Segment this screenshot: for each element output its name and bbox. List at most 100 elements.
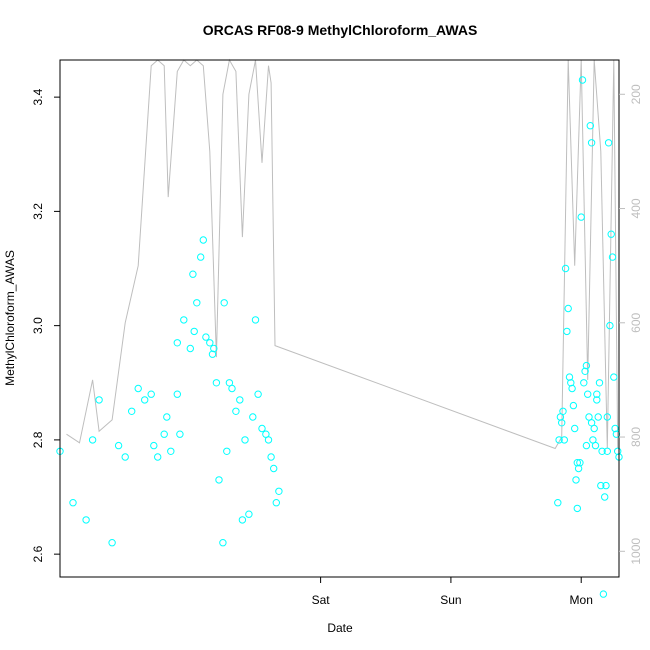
data-point (245, 510, 253, 518)
data-point (193, 299, 201, 307)
data-point (251, 316, 260, 324)
data-point (606, 321, 614, 330)
data-point (604, 139, 613, 147)
x-axis: Sat Sun Mon (312, 577, 593, 607)
data-point (176, 430, 184, 438)
data-point (121, 453, 129, 461)
data-point (173, 390, 182, 398)
data-point (199, 236, 208, 244)
data-point (128, 407, 136, 415)
y-right-tick-label: 400 (629, 198, 643, 218)
y-right-tick-label: 800 (629, 427, 643, 447)
y-tick-label: 3.0 (31, 317, 45, 334)
data-point (82, 516, 90, 524)
data-point (594, 413, 602, 421)
y-axis: 2.6 2.8 3.0 3.2 3.4 (31, 88, 60, 562)
data-point (202, 333, 210, 341)
data-point (564, 304, 572, 313)
data-point (610, 373, 618, 381)
data-point (559, 407, 567, 415)
data-point (219, 539, 227, 547)
chart-title: ORCAS RF08-9 MethylChloroform_AWAS (203, 22, 478, 38)
data-point (599, 590, 608, 598)
y-tick-label: 2.6 (31, 545, 45, 562)
data-point (108, 539, 116, 547)
data-point (88, 436, 97, 444)
y-axis-label: MethylChloroform_AWAS (3, 250, 17, 386)
x-tick-label: Mon (570, 593, 593, 607)
data-point (555, 436, 563, 444)
data-point (150, 441, 158, 450)
data-point (558, 419, 566, 427)
data-point (241, 436, 249, 444)
data-point (190, 327, 198, 336)
data-point (608, 253, 617, 261)
data-point (593, 396, 601, 404)
data-point (210, 344, 218, 353)
data-point (254, 390, 262, 398)
data-point (580, 379, 588, 387)
data-point (603, 413, 611, 421)
series-points-group (56, 76, 623, 598)
data-point (154, 453, 162, 461)
data-point (180, 316, 188, 324)
data-point (576, 459, 584, 467)
data-point (582, 361, 591, 370)
data-point (586, 122, 594, 130)
data-point (220, 299, 228, 307)
data-point (141, 396, 149, 404)
y-tick-label: 2.8 (31, 431, 45, 448)
x-tick-label: Sun (440, 593, 461, 607)
data-point (593, 390, 601, 398)
x-tick-label: Sat (312, 593, 331, 607)
data-point (270, 464, 278, 473)
data-point (249, 413, 257, 421)
data-point (612, 430, 621, 438)
data-point (147, 390, 155, 398)
data-point (554, 499, 562, 507)
data-point (69, 499, 77, 507)
data-point (561, 264, 570, 273)
data-point (267, 453, 275, 461)
x-axis-label: Date (327, 621, 353, 635)
data-point (573, 459, 581, 467)
data-point (563, 327, 571, 336)
data-point (215, 476, 223, 484)
data-point (173, 339, 182, 347)
data-point (598, 447, 606, 455)
y-right-tick-label: 1000 (629, 538, 643, 565)
data-point (258, 424, 266, 433)
data-point (206, 339, 214, 347)
y-tick-label: 3.4 (31, 88, 45, 105)
y-right-tick-label: 600 (629, 312, 643, 332)
y-right-tick-label: 200 (629, 84, 643, 104)
data-point (587, 419, 596, 427)
data-point (572, 476, 580, 484)
data-point (577, 213, 585, 221)
series-line (66, 58, 619, 450)
data-point (160, 430, 168, 438)
data-point (95, 396, 103, 404)
data-point (232, 407, 240, 415)
data-point (569, 401, 578, 410)
data-point (272, 499, 280, 507)
data-point (560, 436, 568, 444)
data-point (197, 253, 205, 261)
data-point (573, 504, 581, 513)
data-point (595, 379, 604, 387)
data-point (582, 441, 591, 450)
data-point (114, 441, 123, 450)
data-point (597, 481, 605, 490)
data-point (607, 230, 615, 238)
data-point (571, 424, 579, 433)
y-tick-label: 3.2 (31, 203, 45, 220)
data-point (236, 396, 244, 404)
data-point (568, 384, 576, 393)
data-point (163, 413, 171, 421)
data-point (584, 390, 592, 398)
data-point (603, 447, 611, 455)
series-line-group (66, 58, 619, 450)
data-point (212, 379, 221, 387)
plot-frame (59, 59, 620, 578)
